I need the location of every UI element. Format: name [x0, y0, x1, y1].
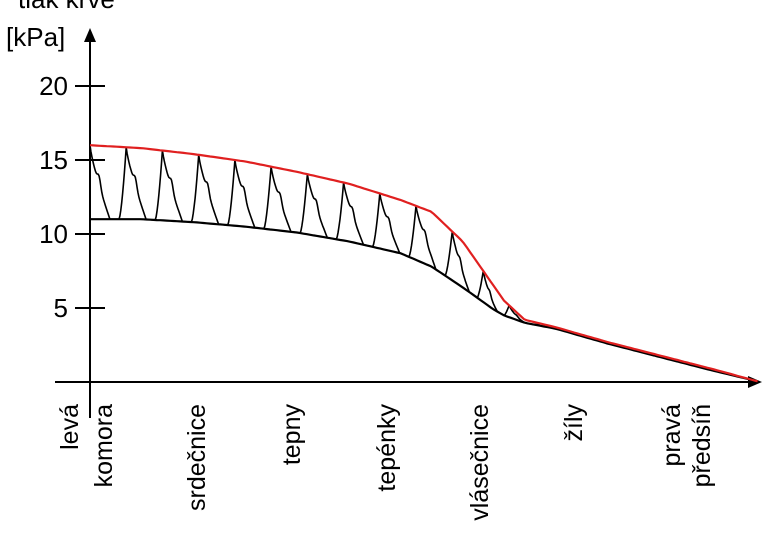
pulse-wave: [342, 182, 381, 248]
pulse-wave: [234, 159, 272, 230]
pulse-wave: [161, 150, 200, 223]
category-labels: levá komora srdečnice tepny tepénky vlásečnic…: [56, 404, 716, 521]
y-tick-label: 20: [39, 71, 68, 101]
pulse-wave: [270, 166, 309, 235]
series-lines: [89, 144, 758, 383]
pulse-wave: [379, 193, 417, 258]
y-tick-label: 5: [54, 293, 68, 323]
pulse-wave: [89, 145, 127, 220]
x-category-label: komora: [90, 404, 118, 487]
pulse-waves: [89, 145, 541, 326]
x-category-label: levá: [56, 404, 84, 450]
y-tick-label: 15: [39, 145, 68, 175]
pulse-wave: [306, 174, 345, 241]
x-category-label: tepny: [278, 404, 306, 466]
x-category-label: vlásečnice: [466, 404, 494, 521]
pulse-wave: [197, 154, 236, 226]
y-axis-title: tlak krve: [18, 0, 115, 14]
pulse-wave: [125, 147, 164, 221]
y-axis-arrow: [84, 28, 96, 42]
y-ticks: 5 10 15 20: [39, 71, 105, 323]
y-axis-unit: [kPa]: [6, 22, 65, 52]
y-tick-label: 10: [39, 219, 68, 249]
x-category-label: srdečnice: [183, 404, 211, 511]
x-axis-arrow: [748, 376, 762, 388]
series-upper-line: [89, 144, 758, 383]
x-category-label: tepénky: [373, 404, 401, 492]
pulse-wave: [451, 231, 485, 299]
series-lower-line: [90, 218, 758, 383]
x-category-label: předsíň: [688, 404, 716, 487]
pulse-wave: [415, 205, 454, 277]
x-category-label: pravá: [658, 404, 686, 467]
x-category-label: žíly: [560, 404, 588, 442]
axes: [55, 28, 762, 418]
